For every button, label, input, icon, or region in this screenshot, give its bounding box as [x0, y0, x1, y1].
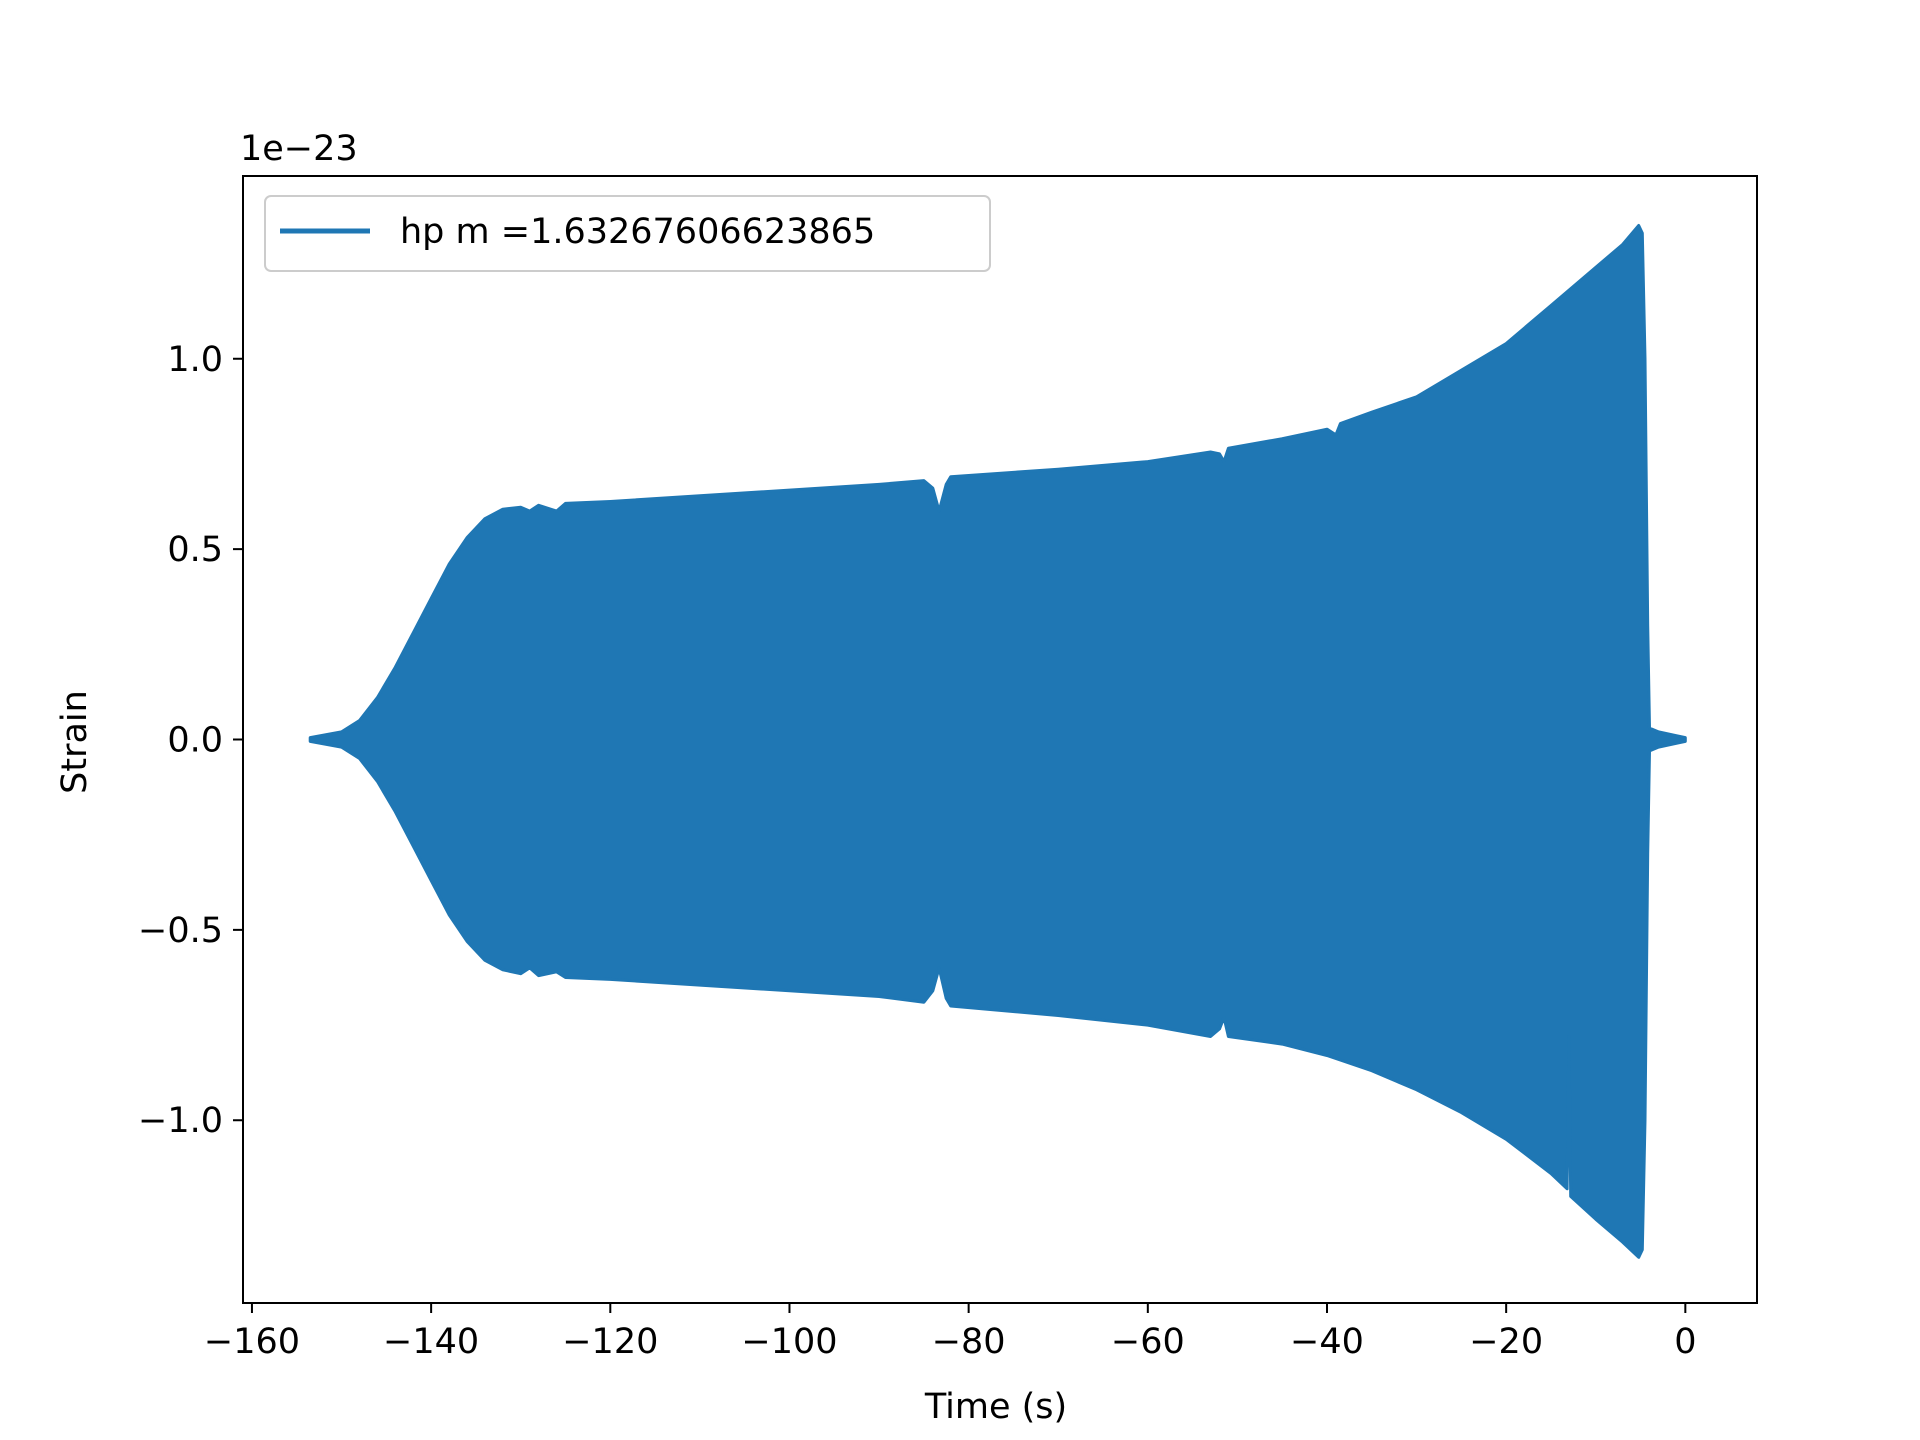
legend-frame [264, 195, 991, 272]
y-tick-label: −1.0 [138, 1101, 223, 1141]
x-tick-label: −140 [383, 1322, 479, 1362]
x-tick-label: −60 [1111, 1322, 1185, 1362]
x-axis-label: Time (s) [924, 1387, 1067, 1427]
x-tick-label: −100 [741, 1322, 837, 1362]
y-offset-label: 1e−23 [240, 129, 358, 169]
series-line-0 [308, 224, 1687, 1259]
x-tick-label: −120 [562, 1322, 658, 1362]
plot-area [308, 224, 1687, 1259]
y-axis-label: Strain [55, 690, 95, 794]
axes: −160 −140 −120 −100 −80 −60 −40 −20 0 −1.0 −0.5 0.0… [138, 175, 1758, 1362]
legend: hp m =1.63267606623865 [264, 195, 991, 272]
y-tick-label: 1.0 [167, 340, 223, 380]
y-tick-label: 0.0 [167, 721, 223, 761]
x-tick-label: −40 [1290, 1322, 1364, 1362]
y-tick-label: 0.5 [167, 530, 223, 570]
x-tick-label: 0 [1674, 1322, 1696, 1362]
x-tick-label: −20 [1469, 1322, 1543, 1362]
y-tick-label: −0.5 [138, 911, 223, 951]
legend-entry-label: hp m =1.63267606623865 [400, 212, 875, 252]
x-tick-label: −80 [932, 1322, 1006, 1362]
x-tick-label: −160 [204, 1322, 300, 1362]
